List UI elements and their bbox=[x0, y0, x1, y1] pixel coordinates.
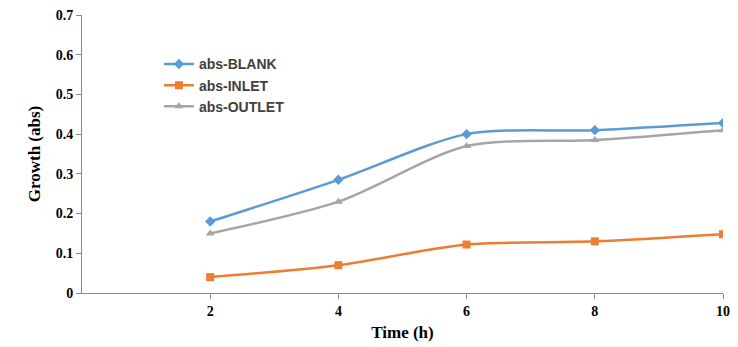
svg-text:6: 6 bbox=[463, 304, 470, 319]
svg-text:0.4: 0.4 bbox=[56, 127, 74, 142]
svg-text:0.2: 0.2 bbox=[56, 206, 74, 221]
svg-text:4: 4 bbox=[335, 304, 342, 319]
svg-text:abs-OUTLET: abs-OUTLET bbox=[199, 99, 284, 115]
svg-text:10: 10 bbox=[716, 304, 730, 319]
svg-text:2: 2 bbox=[207, 304, 214, 319]
svg-text:8: 8 bbox=[591, 304, 598, 319]
svg-text:0.1: 0.1 bbox=[56, 246, 74, 261]
svg-text:0.5: 0.5 bbox=[56, 87, 74, 102]
svg-text:abs-BLANK: abs-BLANK bbox=[199, 56, 277, 72]
svg-text:abs-INLET: abs-INLET bbox=[199, 78, 269, 94]
svg-text:0.6: 0.6 bbox=[56, 48, 74, 63]
svg-text:0: 0 bbox=[66, 286, 73, 301]
svg-text:0.3: 0.3 bbox=[56, 167, 74, 182]
svg-text:Time (h): Time (h) bbox=[371, 323, 434, 342]
svg-text:Growth (abs): Growth (abs) bbox=[25, 106, 44, 203]
svg-text:0.7: 0.7 bbox=[56, 8, 74, 23]
